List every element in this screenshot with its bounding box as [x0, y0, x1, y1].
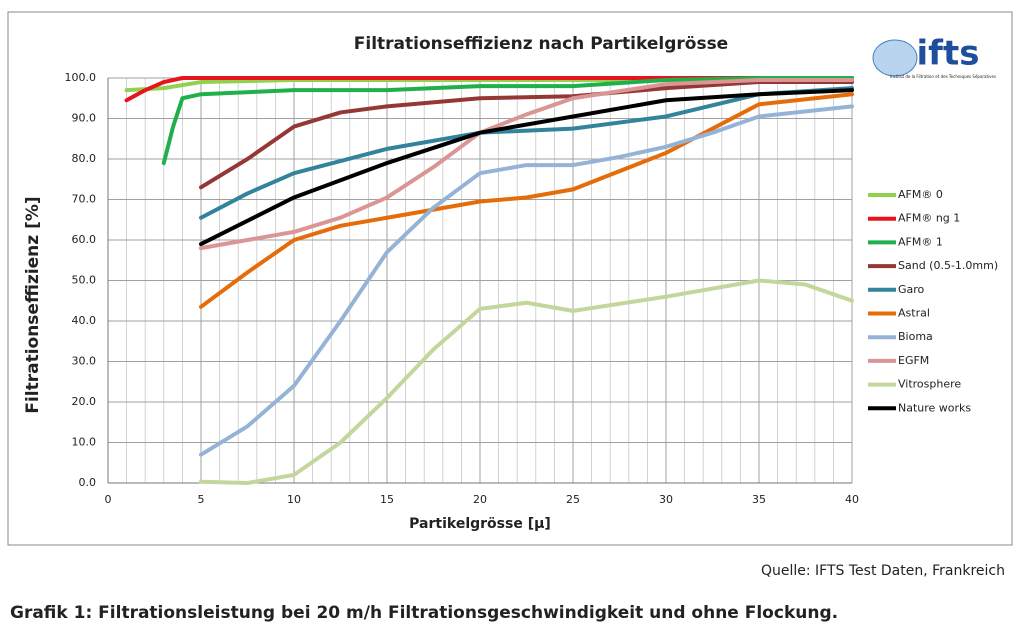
x-axis-label: Partikelgrösse [µ] [409, 516, 551, 532]
y-tick-label: 90.0 [72, 112, 97, 125]
y-tick-label: 100.0 [65, 71, 97, 84]
y-axis-label: Filtrationseffizienz [%] [23, 196, 43, 413]
legend-label: Bioma [898, 330, 933, 343]
y-tick-label: 10.0 [72, 436, 97, 449]
series-line [199, 278, 854, 485]
y-tick-label: 50.0 [72, 274, 97, 287]
x-tick-label: 30 [659, 493, 673, 506]
series-line [124, 76, 854, 103]
legend-label: Sand (0.5-1.0mm) [898, 259, 998, 272]
x-tick-label: 35 [752, 493, 766, 506]
y-tick-label: 30.0 [72, 355, 97, 368]
legend-label: Nature works [898, 401, 971, 414]
legend-label: AFM® ng 1 [898, 212, 960, 225]
source-note: Quelle: IFTS Test Daten, Frankreich [761, 563, 1005, 579]
y-tick-label: 80.0 [72, 152, 97, 165]
y-tick-label: 20.0 [72, 395, 97, 408]
chart-title: Filtrationseffizienz nach Partikelgrösse [354, 34, 728, 54]
legend-label: EGFM [898, 354, 929, 367]
x-tick-label: 0 [105, 493, 112, 506]
legend-label: AFM® 1 [898, 235, 943, 248]
series-line [161, 76, 854, 166]
y-tick-label: 70.0 [72, 193, 97, 206]
series-line [199, 88, 854, 247]
series-line [199, 104, 854, 457]
x-tick-label: 10 [287, 493, 301, 506]
x-tick-label: 20 [473, 493, 487, 506]
y-tick-label: 0.0 [79, 476, 97, 489]
x-tick-label: 25 [566, 493, 580, 506]
x-tick-label: 40 [845, 493, 859, 506]
logo-subtitle: Institut de la Filtration et des Techniq… [890, 74, 996, 79]
legend-label: Garo [898, 283, 925, 296]
legend-label: Vitrosphere [898, 378, 961, 391]
legend-label: Astral [898, 307, 930, 320]
logo-icon [872, 39, 918, 77]
x-tick-label: 5 [198, 493, 205, 506]
y-tick-label: 60.0 [72, 233, 97, 246]
series-line [199, 80, 854, 190]
x-tick-label: 15 [380, 493, 394, 506]
caption: Grafik 1: Filtrationsleistung bei 20 m/h… [10, 603, 838, 623]
logo-text: ifts [917, 34, 980, 74]
y-tick-label: 40.0 [72, 314, 97, 327]
legend-label: AFM® 0 [898, 188, 943, 201]
